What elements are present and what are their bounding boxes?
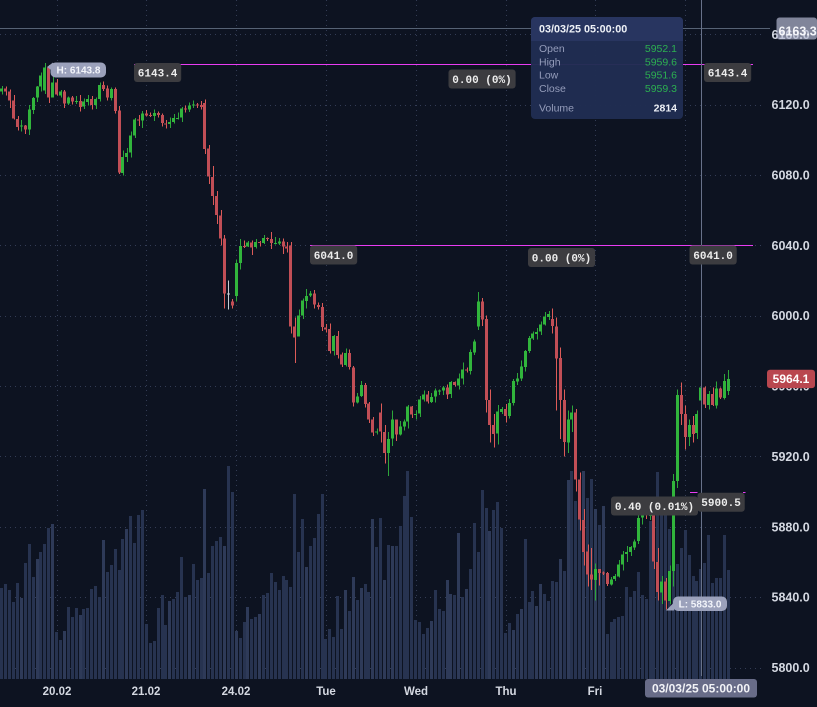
svg-text:High: High bbox=[539, 57, 561, 69]
svg-text:5952.1: 5952.1 bbox=[645, 43, 677, 55]
svg-text:H: 6143.8: H: 6143.8 bbox=[57, 66, 101, 77]
svg-text:5880.0: 5880.0 bbox=[772, 520, 810, 534]
svg-text:6040.0: 6040.0 bbox=[772, 239, 810, 253]
svg-text:03/03/25 05:00:00: 03/03/25 05:00:00 bbox=[539, 24, 627, 36]
svg-text:L: 5833.0: L: 5833.0 bbox=[679, 600, 722, 611]
svg-text:Volume: Volume bbox=[539, 103, 574, 115]
svg-text:20.02: 20.02 bbox=[43, 686, 72, 698]
svg-text:Fri: Fri bbox=[588, 686, 603, 698]
svg-text:Close: Close bbox=[539, 83, 566, 95]
svg-text:03/03/25 05:00:00: 03/03/25 05:00:00 bbox=[652, 682, 750, 696]
svg-text:6041.0: 6041.0 bbox=[693, 251, 733, 263]
svg-text:Low: Low bbox=[539, 70, 559, 82]
svg-text:6163.3: 6163.3 bbox=[779, 25, 817, 39]
svg-text:5900.5: 5900.5 bbox=[701, 498, 741, 510]
svg-text:21.02: 21.02 bbox=[132, 686, 161, 698]
svg-text:5964.1: 5964.1 bbox=[773, 372, 810, 386]
svg-text:Wed: Wed bbox=[404, 686, 428, 698]
svg-text:Open: Open bbox=[539, 43, 565, 55]
svg-text:2814: 2814 bbox=[654, 103, 678, 115]
svg-text:5920.0: 5920.0 bbox=[772, 450, 810, 464]
svg-text:6120.0: 6120.0 bbox=[772, 98, 810, 112]
svg-text:0.40 (0.01%): 0.40 (0.01%) bbox=[615, 502, 694, 514]
svg-text:6080.0: 6080.0 bbox=[772, 169, 810, 183]
svg-text:6143.4: 6143.4 bbox=[708, 69, 748, 81]
svg-text:5959.3: 5959.3 bbox=[645, 83, 677, 95]
svg-text:6041.0: 6041.0 bbox=[314, 251, 354, 263]
svg-text:Tue: Tue bbox=[316, 686, 336, 698]
svg-text:5951.6: 5951.6 bbox=[645, 70, 677, 82]
svg-text:0.00 (0%): 0.00 (0%) bbox=[532, 254, 591, 266]
svg-text:6000.0: 6000.0 bbox=[772, 309, 810, 323]
svg-text:5840.0: 5840.0 bbox=[772, 591, 810, 605]
svg-text:24.02: 24.02 bbox=[222, 686, 251, 698]
svg-text:0.00 (0%): 0.00 (0%) bbox=[452, 75, 511, 87]
svg-text:6143.4: 6143.4 bbox=[138, 69, 178, 81]
svg-text:Thu: Thu bbox=[495, 686, 516, 698]
svg-text:5959.6: 5959.6 bbox=[645, 57, 677, 69]
svg-text:5800.0: 5800.0 bbox=[772, 661, 810, 675]
